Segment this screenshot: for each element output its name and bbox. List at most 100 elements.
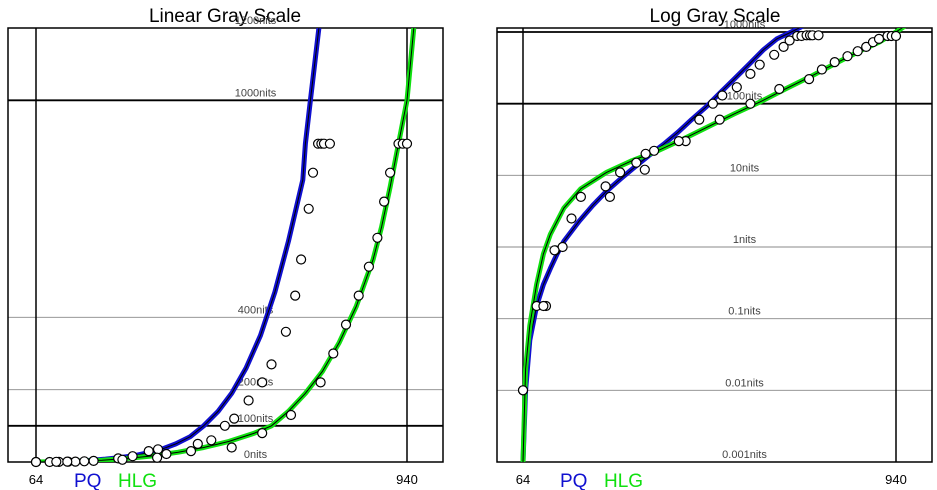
- linear-hlg-marker: [257, 428, 268, 439]
- linear-markers: [30, 138, 413, 468]
- log-pq-marker: [600, 181, 611, 192]
- linear-hlg-marker: [379, 196, 390, 207]
- log-pq-marker: [778, 41, 789, 53]
- linear-pq-marker: [143, 446, 154, 457]
- log-hlg-line: [520, 28, 906, 462]
- log-markers: [517, 30, 902, 396]
- linear-pq-marker: [266, 359, 277, 370]
- linear-pq-line-outline: [36, 28, 320, 462]
- log-hlg-marker: [604, 191, 616, 202]
- linear-hlg-marker: [315, 377, 326, 388]
- log-y-label: 1nits: [733, 234, 757, 246]
- linear-pq-marker: [290, 290, 301, 301]
- linear-x-tick-label: 940: [396, 472, 418, 487]
- log-hlg-marker: [852, 46, 863, 57]
- linear-pq-marker: [219, 420, 230, 431]
- log-chart-title: Log Gray Scale: [650, 6, 781, 27]
- linear-pq-marker: [307, 167, 319, 178]
- linear-y-label: 100nits: [238, 413, 274, 425]
- linear-hlg-marker: [152, 452, 163, 463]
- linear-x-ticks: 64 940: [29, 472, 418, 487]
- log-pq-marker: [717, 90, 728, 101]
- log-pq-marker: [694, 114, 705, 125]
- linear-hlg-marker: [117, 454, 128, 465]
- log-pq-marker: [707, 98, 719, 109]
- log-y-label: 0.01nits: [725, 377, 764, 389]
- log-series: [520, 28, 906, 462]
- linear-y-label: 0nits: [244, 449, 268, 461]
- linear-legend-hlg: HLG: [118, 471, 157, 490]
- log-pq-marker: [769, 49, 780, 60]
- linear-pq-marker: [303, 203, 314, 214]
- linear-hlg-marker: [161, 448, 172, 460]
- linear-pq-marker: [127, 451, 138, 462]
- log-hlg-marker: [861, 41, 872, 53]
- linear-hlg-marker: [51, 456, 62, 467]
- linear-hlg-marker: [401, 138, 413, 149]
- log-hlg-line-outline: [522, 28, 903, 462]
- linear-pq-marker: [206, 435, 217, 446]
- linear-hlg-marker: [363, 261, 374, 272]
- log-pq-marker: [631, 157, 642, 168]
- log-hlg-marker: [639, 164, 650, 175]
- log-chart-panel: Log Gray Scale 0.001nits 0.01nits 0.1nits 1…: [496, 6, 933, 490]
- linear-pq-marker: [152, 444, 164, 455]
- linear-chart-title: Linear Gray Scale: [149, 6, 301, 27]
- log-hlg-marker: [648, 145, 660, 156]
- linear-hlg-marker: [62, 456, 73, 467]
- linear-hlg-marker: [385, 167, 396, 178]
- linear-hlg-marker: [30, 456, 42, 468]
- log-hlg-marker: [816, 64, 828, 75]
- log-y-label: 0.001nits: [722, 449, 767, 461]
- log-pq-marker: [813, 30, 824, 41]
- log-plot-frame: [496, 27, 933, 463]
- log-pq-marker: [731, 82, 742, 93]
- linear-pq-marker: [243, 395, 254, 406]
- log-y-label: 1000nits: [724, 19, 766, 31]
- log-pq-marker: [745, 68, 756, 80]
- linear-y-label: 400nits: [238, 304, 274, 316]
- linear-hlg-line: [35, 28, 417, 462]
- linear-hlg-marker: [185, 446, 197, 457]
- linear-plot-frame: [7, 27, 444, 463]
- log-legend-hlg: HLG: [604, 471, 643, 490]
- linear-hlg-marker: [372, 232, 383, 243]
- log-hlg-marker: [745, 98, 756, 109]
- log-pq-marker: [784, 35, 795, 46]
- log-x-tick-label: 64: [516, 472, 530, 487]
- linear-pq-marker: [280, 326, 291, 337]
- linear-pq-marker: [296, 254, 307, 265]
- log-x-tick-label: 940: [885, 472, 907, 487]
- linear-hlg-marker: [226, 442, 237, 453]
- linear-y-label: 1000nits: [235, 87, 277, 99]
- log-hlg-marker: [517, 385, 529, 396]
- linear-hlg-marker: [328, 348, 339, 359]
- log-y-label: 0.1nits: [728, 306, 761, 318]
- log-hlg-marker: [774, 83, 785, 95]
- linear-pq-marker: [79, 456, 90, 467]
- linear-pq-marker: [192, 438, 203, 449]
- linear-x-tick-label: 64: [29, 472, 43, 487]
- linear-pq-marker: [88, 455, 99, 466]
- log-pq-marker: [566, 213, 577, 224]
- log-hlg-marker: [803, 73, 815, 85]
- linear-pq-marker: [257, 377, 268, 388]
- linear-hlg-marker: [340, 319, 352, 330]
- log-hlg-marker: [673, 136, 684, 147]
- log-hlg-marker: [873, 33, 885, 45]
- linear-y-label: 1200nits: [235, 15, 277, 27]
- log-pq-marker: [575, 191, 587, 202]
- log-pq-marker: [614, 167, 626, 178]
- log-hlg-marker: [714, 114, 725, 125]
- linear-chart-panel: Linear Gray Scale 0nits 100nits 200nits 400…: [7, 6, 444, 490]
- linear-pq-marker: [229, 413, 240, 424]
- log-hlg-marker: [829, 56, 840, 68]
- linear-pq-line: [36, 28, 322, 462]
- log-y-label: 10nits: [730, 162, 760, 174]
- log-hlg-marker: [890, 30, 902, 42]
- linear-hlg-marker: [353, 290, 364, 301]
- log-legend-pq: PQ: [560, 471, 587, 490]
- linear-hlg-marker: [285, 409, 297, 421]
- log-hlg-marker: [538, 300, 549, 312]
